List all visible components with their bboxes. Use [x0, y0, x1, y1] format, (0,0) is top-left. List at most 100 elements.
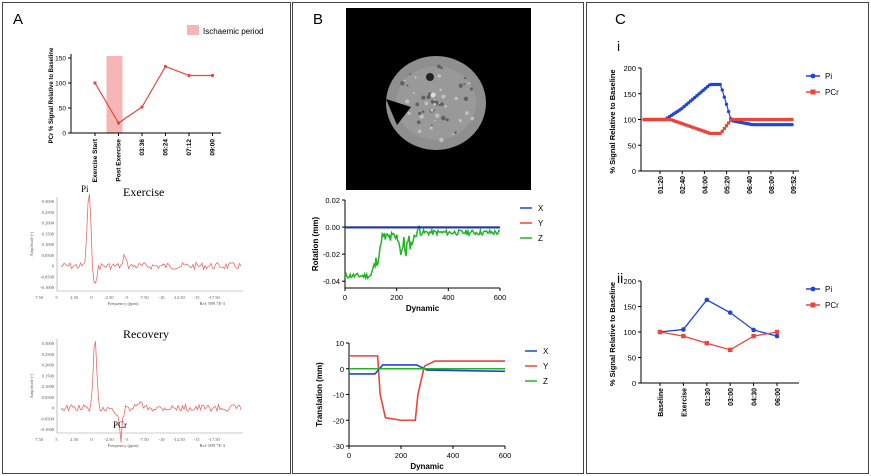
mri-texture	[430, 124, 433, 126]
y-axis-label: % Signal Relative to Baseline	[608, 69, 617, 173]
data-point-pcr	[771, 117, 775, 122]
data-point-pcr	[722, 126, 726, 131]
spectrum-x-tick: -15	[194, 295, 201, 300]
roman-label: i	[617, 38, 620, 54]
spectrum-y-tick: 0.2000	[42, 221, 55, 226]
spectrum-y-tick: 0.1000	[42, 384, 55, 389]
data-point	[187, 73, 191, 78]
spectrum-x-tick: 5	[55, 437, 58, 442]
data-point-pcr	[758, 117, 762, 122]
legend-marker	[810, 73, 816, 79]
data-point-pcr	[760, 117, 764, 122]
mri-texture	[439, 88, 442, 92]
data-point-pcr	[752, 117, 756, 122]
data-point-pi	[704, 297, 710, 303]
spectrum-x-tick: -10	[159, 295, 166, 300]
legend-marker	[810, 302, 816, 308]
y-tick-label: -0.02	[323, 250, 340, 259]
spectrum-x-tick: -15	[194, 437, 201, 442]
mri-texture	[441, 94, 446, 99]
data-point-pcr	[788, 117, 792, 122]
mri-texture	[412, 91, 415, 94]
spectrum-y-tick: 0	[52, 406, 55, 411]
x-tick-label: 01:20	[658, 176, 665, 194]
mri-texture	[458, 83, 463, 88]
mri-texture	[437, 74, 442, 78]
spectrum-y-tick: 0.3000	[42, 341, 55, 346]
x-tick-label: 06:40	[747, 176, 754, 194]
data-point-pcr	[741, 117, 745, 122]
series-line-z	[344, 225, 501, 281]
legend-label: PCr	[825, 301, 839, 310]
data-point-pcr	[743, 117, 748, 122]
data-point-pcr	[674, 119, 678, 123]
mri-texture	[463, 96, 469, 101]
data-point-pcr	[695, 127, 699, 131]
x-tick-label: Baseline	[658, 388, 665, 417]
mri-texture	[433, 119, 436, 122]
data-point-pcr	[669, 118, 674, 122]
y-axis-label: PCr % Signal Relative to Baseline	[49, 47, 55, 143]
data-point-pi	[774, 333, 780, 339]
x-tick-label: Exercise	[681, 388, 688, 417]
y-tick-label: 150	[623, 90, 636, 99]
data-point-pcr	[646, 117, 650, 122]
data-point-pcr	[750, 117, 754, 122]
data-point-pcr	[680, 121, 684, 126]
data-point-pcr	[681, 333, 686, 339]
data-point-pcr	[710, 131, 714, 136]
mri-texture	[437, 64, 441, 69]
data-point-pcr	[707, 131, 712, 135]
data-point-pcr	[784, 117, 788, 122]
series-line-y	[349, 355, 505, 422]
data-point-pi	[727, 310, 733, 315]
legend-label: Y	[543, 362, 549, 371]
series-line-pcr	[659, 331, 778, 351]
data-point-pcr	[712, 131, 716, 136]
data-point-pcr	[657, 329, 663, 335]
x-tick-label: 0	[343, 293, 347, 302]
data-point-pcr	[699, 128, 703, 132]
data-point-pi	[681, 327, 686, 332]
y-tick-label: 50	[628, 354, 636, 363]
y-tick-label: 50	[628, 141, 636, 150]
mri-texture	[440, 102, 444, 106]
data-point-pcr	[648, 117, 652, 122]
mri-texture	[435, 113, 440, 118]
y-tick-label: 0	[340, 365, 344, 374]
mri-texture	[440, 66, 443, 70]
roman-label: ii	[617, 270, 623, 286]
data-point-pcr	[693, 126, 697, 130]
panel-a: A Ischaemic period 0 50 100 150 PCr % Signal …	[2, 2, 291, 474]
x-tick-label: 200	[395, 451, 408, 460]
y-tick-label: 100	[55, 81, 66, 88]
mri-texture	[421, 95, 426, 100]
data-point-pcr	[691, 125, 695, 129]
x-tick-label: 06:00	[775, 388, 782, 406]
data-point-pcr	[773, 117, 777, 122]
data-point-pcr	[751, 333, 756, 339]
spectrum-y-tick: 0.1000	[42, 242, 55, 247]
x-tick-label: 05:20	[725, 176, 732, 194]
spectrum-ref: Ref: 899 7E-3	[200, 443, 226, 448]
mri-texture	[400, 81, 405, 86]
y-tick-label: -30	[333, 442, 344, 451]
y-tick-label: -10	[333, 391, 344, 400]
data-point-pcr	[644, 117, 648, 122]
spectrum-y-tick: 0.1500	[42, 231, 55, 236]
mri-texture	[406, 84, 409, 87]
mri-texture	[465, 111, 469, 116]
spectrum-x-tick: 0	[90, 295, 93, 300]
spectrum-x-tick: -10	[159, 437, 166, 442]
data-point-pcr	[652, 117, 657, 122]
spectrum-y-tick: -0.1000	[40, 427, 55, 432]
data-point	[116, 121, 121, 125]
data-point-pcr	[672, 119, 676, 123]
data-point-pcr	[697, 127, 701, 132]
data-point-pcr	[655, 117, 659, 122]
series-line-pi	[659, 299, 778, 337]
legend-label: Z	[543, 377, 548, 386]
data-point-pcr	[665, 117, 669, 122]
data-point-pi	[718, 82, 722, 87]
data-point-pi	[722, 95, 727, 99]
